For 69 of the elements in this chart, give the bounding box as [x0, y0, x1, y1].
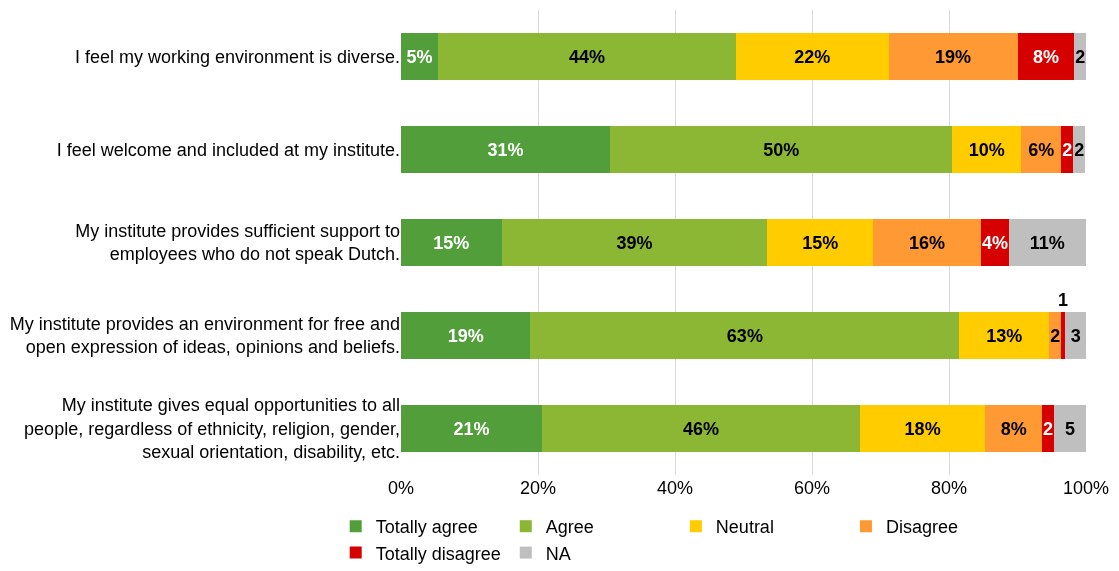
bar	[872, 219, 982, 266]
data-label: 18%	[904, 418, 941, 439]
data-label: 2	[1050, 325, 1061, 346]
legend-label: Totally disagree	[375, 543, 501, 564]
bar	[888, 33, 1018, 80]
bar	[1061, 312, 1066, 359]
legend-label: NA	[545, 543, 571, 564]
data-label: 2	[1075, 46, 1086, 67]
data-label: 2	[1042, 418, 1053, 439]
bar	[401, 219, 502, 266]
x-tick-label: 60%	[793, 478, 831, 498]
bar	[959, 312, 1050, 359]
data-label: 3	[1070, 325, 1081, 346]
bar	[437, 33, 736, 80]
data-label: 15%	[802, 232, 839, 253]
bar	[985, 405, 1043, 452]
bar	[767, 219, 873, 266]
bar	[859, 405, 986, 452]
data-label: 19%	[447, 325, 484, 346]
data-label: 8%	[1032, 46, 1059, 67]
data-label: 2	[1062, 139, 1073, 160]
bar	[401, 312, 531, 359]
data-label: 22%	[794, 46, 831, 67]
data-label: 5%	[406, 46, 433, 67]
y-tick-label: My institute provides sufficient support to employees who do not speak Dutch.	[75, 221, 400, 265]
data-label: 46%	[683, 418, 720, 439]
x-tick-label: 40%	[656, 478, 694, 498]
data-label: 50%	[763, 139, 800, 160]
data-label: 16%	[909, 232, 946, 253]
y-tick-label: My institute provides an environment for free and open expression of ideas, opinions and beliefs.	[9, 314, 400, 358]
bar	[1065, 312, 1086, 359]
x-tick-label: 20%	[519, 478, 557, 498]
data-label: 15%	[433, 232, 470, 253]
data-label: 19%	[935, 46, 972, 67]
bar	[542, 405, 860, 452]
data-label: 4%	[981, 232, 1008, 253]
data-label: 44%	[568, 46, 605, 67]
y-tick-label: My institute gives equal opportunities to all people, regardless of ethnicity, religion, gender, sexual orientation, disability, etc.	[24, 395, 400, 463]
data-label: 11%	[1029, 232, 1065, 253]
bar	[530, 312, 960, 359]
data-label: 2	[1074, 139, 1085, 160]
data-label: 5	[1064, 418, 1075, 439]
data-label: 21%	[453, 418, 490, 439]
x-tick-label: 100%	[1062, 478, 1110, 498]
y-tick-label: I feel my working environment is diverse.	[74, 46, 400, 67]
bar	[1008, 219, 1086, 266]
bar	[609, 126, 953, 173]
bar	[735, 33, 889, 80]
bar	[401, 126, 610, 173]
data-label: 8%	[1000, 418, 1027, 439]
x-tick-label: 80%	[930, 478, 968, 498]
bar	[501, 219, 768, 266]
legend-label: Totally agree	[375, 517, 478, 538]
data-label: 39%	[616, 232, 653, 253]
data-label: 63%	[726, 325, 763, 346]
y-tick-label: I feel welcome and included at my institute.	[56, 139, 400, 160]
x-tick-label: 0%	[387, 478, 415, 498]
bar	[1017, 33, 1075, 80]
legend-label: Agree	[545, 517, 594, 538]
data-label: 1	[1058, 290, 1069, 310]
legend-label: Neutral	[715, 517, 774, 538]
bar	[1053, 405, 1086, 452]
bar	[401, 405, 543, 452]
data-label: 31%	[487, 139, 524, 160]
data-label: 10%	[968, 139, 1005, 160]
data-label: 13%	[986, 325, 1023, 346]
legend-label: Disagree	[885, 517, 958, 538]
bar	[952, 126, 1021, 173]
data-label: 6%	[1028, 139, 1055, 160]
